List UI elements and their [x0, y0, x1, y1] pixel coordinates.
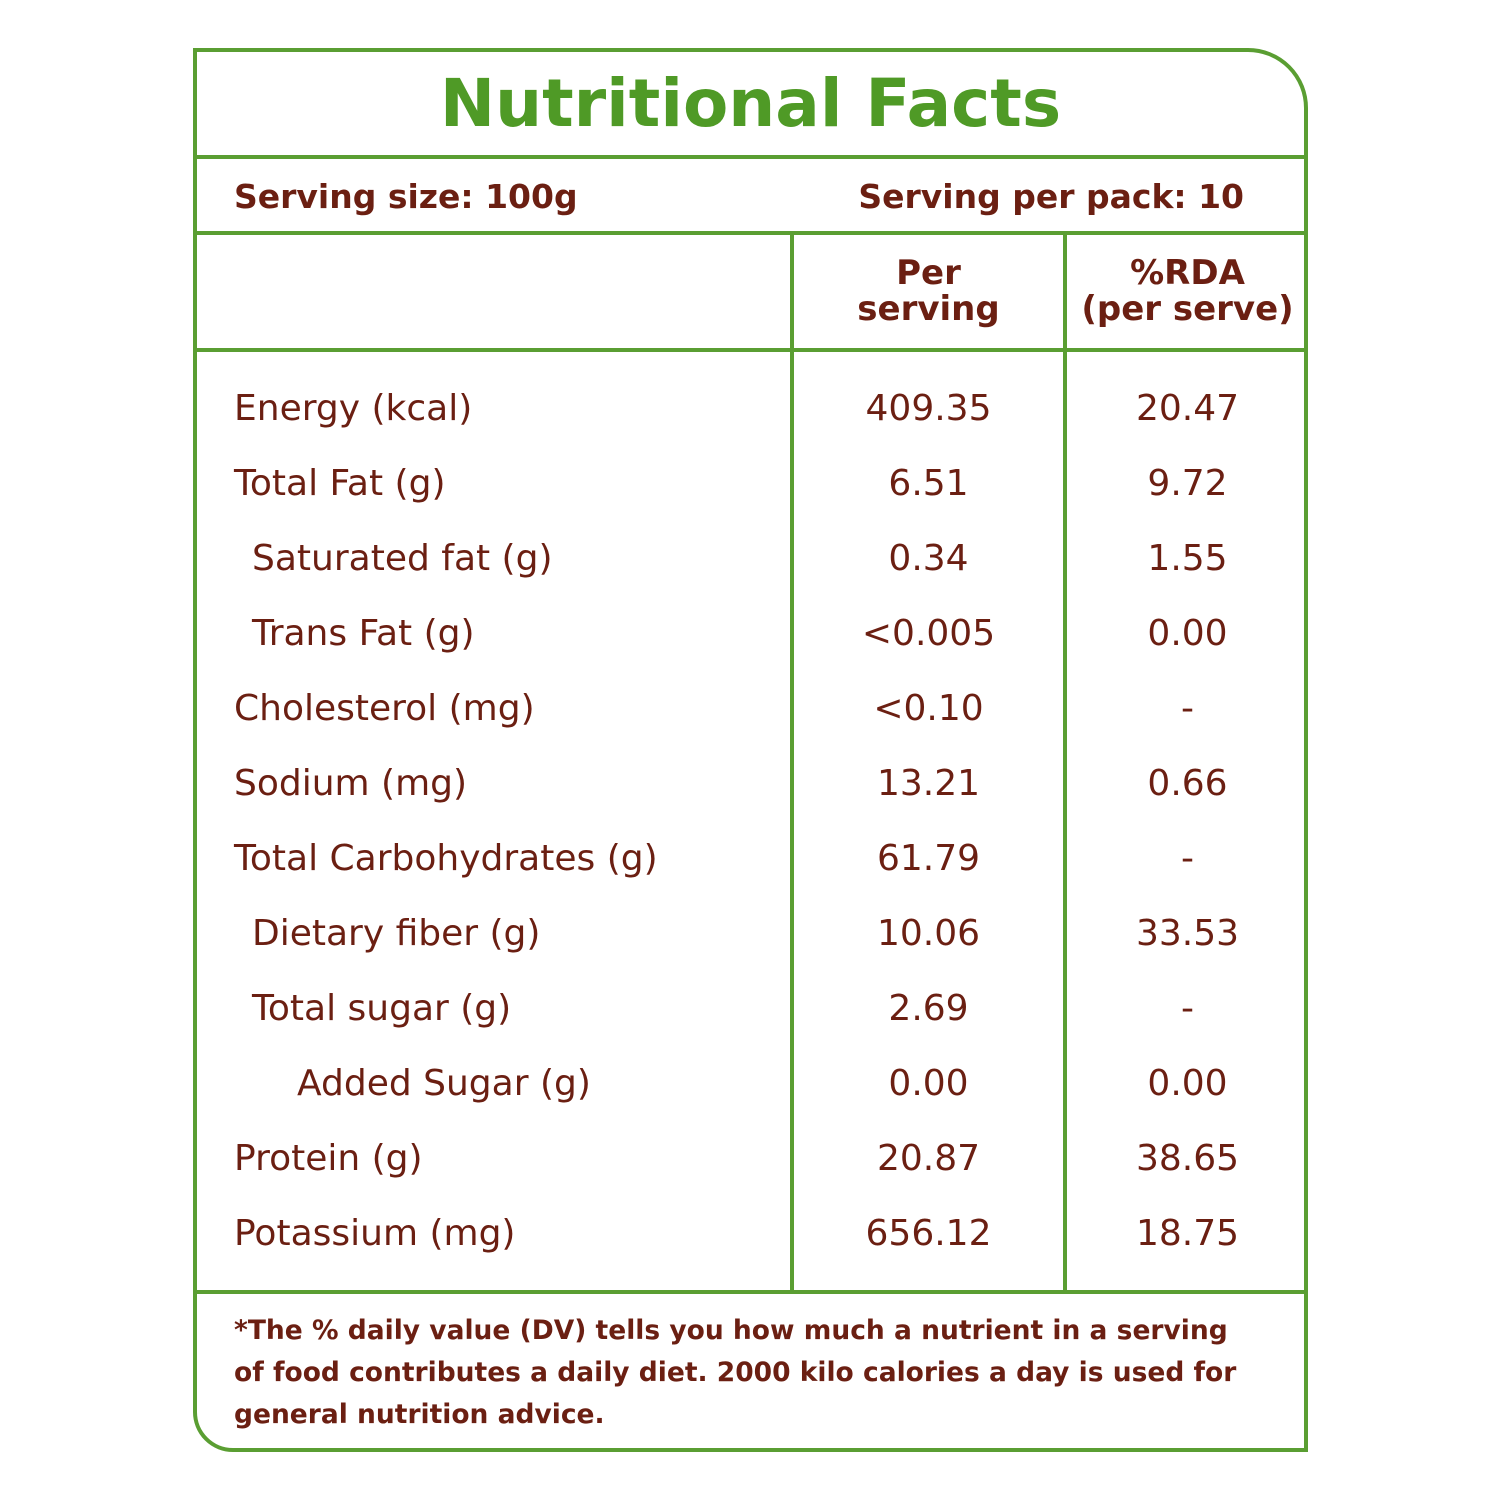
per-serving-value: <0.005: [861, 613, 996, 654]
serving-size: Serving size: 100g: [234, 177, 578, 216]
nutrient-name: Total Carbohydrates (g): [234, 838, 658, 879]
footer-divider: [197, 1290, 1304, 1294]
nutrient-name: Protein (g): [234, 1138, 423, 1179]
column-divider-2: [1063, 235, 1067, 1290]
table-row: Energy (kcal) 409.35 20.47: [197, 376, 1304, 451]
per-serving-value: 61.79: [876, 838, 981, 879]
nutrient-table: Energy (kcal) 409.35 20.47 Total Fat (g)…: [197, 376, 1304, 1276]
nutrient-name: Energy (kcal): [234, 388, 473, 429]
rda-value: -: [1181, 688, 1194, 729]
nutrient-name: Dietary fiber (g): [252, 913, 541, 954]
column-header-row: Per serving %RDA (per serve): [197, 235, 1304, 352]
column-divider-1: [790, 235, 794, 1290]
rda-value: 0.00: [1147, 1063, 1228, 1104]
table-row: Protein (g) 20.87 38.65: [197, 1126, 1304, 1201]
footnote-text: *The % daily value (DV) tells you how mu…: [234, 1315, 1237, 1430]
table-row: Trans Fat (g) <0.005 0.00: [197, 601, 1304, 676]
per-serving-value: 13.21: [876, 763, 981, 804]
table-row: Added Sugar (g) 0.00 0.00: [197, 1051, 1304, 1126]
nutrient-name: Potassium (mg): [234, 1213, 516, 1254]
nutrient-name: Sodium (mg): [234, 763, 468, 804]
per-serving-value: 10.06: [876, 913, 981, 954]
table-row: Total Fat (g) 6.51 9.72: [197, 451, 1304, 526]
rda-value: 1.55: [1147, 538, 1228, 579]
per-serving-header-line2: serving: [857, 289, 1000, 329]
table-row: Sodium (mg) 13.21 0.66: [197, 751, 1304, 826]
per-serving-header-line1: Per: [896, 253, 961, 293]
per-serving-value: 6.51: [888, 463, 969, 504]
rda-header-line1: %RDA: [1130, 253, 1245, 293]
nutrient-name: Total Fat (g): [234, 463, 446, 504]
nutrient-name: Saturated fat (g): [252, 538, 553, 579]
nutrition-facts-panel: Nutritional Facts Serving size: 100g Ser…: [193, 48, 1308, 1452]
serving-info-row: Serving size: 100g Serving per pack: 10: [197, 159, 1304, 235]
rda-header: %RDA (per serve): [1067, 255, 1308, 327]
nutrient-name: Total sugar (g): [252, 988, 512, 1029]
rda-header-line2: (per serve): [1081, 289, 1294, 329]
table-row: Total sugar (g) 2.69 -: [197, 976, 1304, 1051]
rda-value: 0.66: [1147, 763, 1228, 804]
rda-value: 18.75: [1135, 1213, 1240, 1254]
nutrient-name: Trans Fat (g): [252, 613, 475, 654]
per-serving-value: 2.69: [888, 988, 969, 1029]
table-row: Potassium (mg) 656.12 18.75: [197, 1201, 1304, 1276]
serving-per-pack: Serving per pack: 10: [858, 177, 1244, 216]
per-serving-value: 0.34: [888, 538, 969, 579]
per-serving-value: 0.00: [888, 1063, 969, 1104]
per-serving-value: 656.12: [865, 1213, 992, 1254]
per-serving-value: 409.35: [865, 388, 992, 429]
per-serving-value: 20.87: [876, 1138, 981, 1179]
rda-value: -: [1181, 838, 1194, 879]
rda-value: 9.72: [1147, 463, 1228, 504]
table-row: Saturated fat (g) 0.34 1.55: [197, 526, 1304, 601]
rda-value: 20.47: [1135, 388, 1240, 429]
per-serving-header: Per serving: [794, 255, 1063, 327]
table-row: Dietary fiber (g) 10.06 33.53: [197, 901, 1304, 976]
panel-title: Nutritional Facts: [197, 52, 1304, 159]
nutrient-name: Added Sugar (g): [297, 1063, 591, 1104]
rda-value: 33.53: [1135, 913, 1240, 954]
table-row: Cholesterol (mg) <0.10 -: [197, 676, 1304, 751]
rda-value: -: [1181, 988, 1194, 1029]
table-row: Total Carbohydrates (g) 61.79 -: [197, 826, 1304, 901]
rda-value: 0.00: [1147, 613, 1228, 654]
rda-value: 38.65: [1135, 1138, 1240, 1179]
nutrient-name: Cholesterol (mg): [234, 688, 535, 729]
per-serving-value: <0.10: [873, 688, 984, 729]
